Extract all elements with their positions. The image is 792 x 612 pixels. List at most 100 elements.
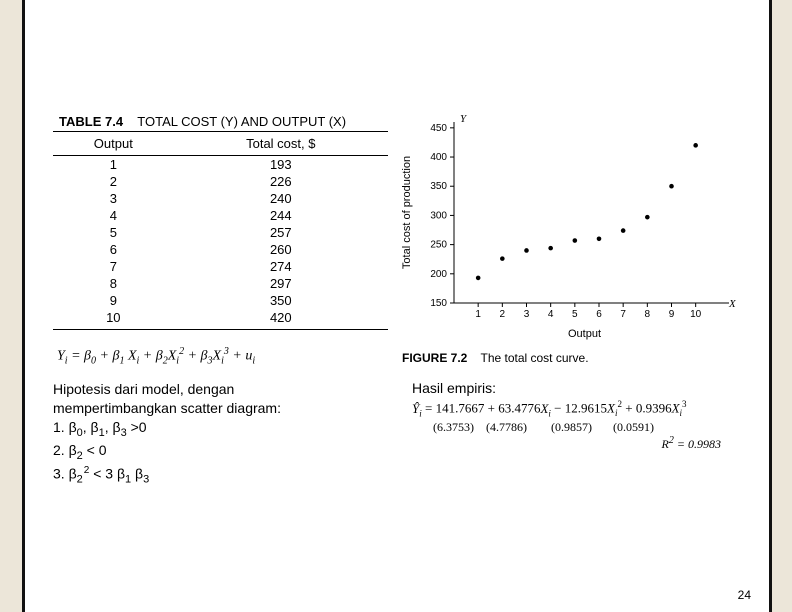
h3-mid: < 3 β — [89, 465, 125, 481]
svg-text:450: 450 — [430, 123, 447, 134]
table-number: TABLE 7.4 — [59, 114, 123, 129]
h3-s2: 2 — [77, 473, 83, 485]
table-caption: TABLE 7.4 TOTAL COST (Y) AND OUTPUT (X) — [53, 110, 388, 132]
col-output: Output — [53, 132, 174, 156]
eq-x2-sup: 2 — [179, 346, 184, 357]
chart-panel: 15020025030035040045012345678910YXOutput… — [396, 110, 741, 366]
svg-text:8: 8 — [645, 309, 651, 320]
cell-output: 1 — [53, 156, 174, 174]
h3-end: β — [131, 465, 143, 481]
cell-output: 2 — [53, 173, 174, 190]
eq-x1-sub: i — [137, 355, 140, 366]
hyp-1: 1. β0, β1, β3 >0 — [53, 418, 372, 441]
table-row: 5257 — [53, 224, 388, 241]
svg-text:1: 1 — [475, 309, 481, 320]
svg-text:2: 2 — [500, 309, 506, 320]
svg-text:6: 6 — [596, 309, 602, 320]
eq-x2-sub: i — [176, 355, 179, 366]
table-row: 2226 — [53, 173, 388, 190]
eq-x2: X — [168, 349, 177, 364]
svg-text:5: 5 — [572, 309, 578, 320]
cell-cost: 257 — [174, 224, 388, 241]
cell-output: 8 — [53, 275, 174, 292]
h1-c2: , β — [105, 419, 121, 435]
svg-text:Output: Output — [568, 328, 601, 340]
cell-cost: 274 — [174, 258, 388, 275]
col-cost: Total cost, $ — [174, 132, 388, 156]
table-row: 3240 — [53, 190, 388, 207]
h1-pre: 1. β — [53, 419, 77, 435]
data-table: Output Total cost, $ 1193222632404244525… — [53, 132, 388, 330]
model-equation: Yi = β0 + β1 Xi + β2Xi2 + β3Xi3 + ui — [53, 330, 388, 366]
svg-text:10: 10 — [690, 309, 702, 320]
hyp-2: 2. β2 < 0 — [53, 441, 372, 464]
eq-err-sub: i — [252, 355, 255, 366]
cell-cost: 350 — [174, 292, 388, 309]
h3-s3: 3 — [143, 473, 149, 485]
r2-val: 0.9983 — [688, 437, 721, 451]
regression-equation: Ŷi = 141.7667 + 63.4776Xi − 12.9615Xi2 +… — [412, 398, 741, 420]
scatter-chart: 15020025030035040045012345678910YXOutput… — [396, 110, 741, 345]
page-number: 24 — [738, 588, 751, 602]
table-row: 6260 — [53, 241, 388, 258]
table-row: 1193 — [53, 156, 388, 174]
table-row: 4244 — [53, 207, 388, 224]
se1: (4.7786) — [486, 420, 527, 434]
svg-text:150: 150 — [430, 298, 447, 309]
figure-number: FIGURE 7.2 — [402, 351, 467, 365]
r2-label: R — [662, 437, 669, 451]
se3: (0.0591) — [613, 420, 654, 434]
figure-caption: FIGURE 7.2 The total cost curve. — [396, 345, 741, 365]
hyp-3: 3. β22 < 3 β1 β3 — [53, 464, 372, 487]
cell-output: 3 — [53, 190, 174, 207]
cell-cost: 420 — [174, 309, 388, 330]
cell-output: 6 — [53, 241, 174, 258]
cell-cost: 240 — [174, 190, 388, 207]
cell-output: 9 — [53, 292, 174, 309]
cell-cost: 226 — [174, 173, 388, 190]
table-row: 10420 — [53, 309, 388, 330]
c1: 63.4776 — [498, 401, 540, 416]
page-frame: TABLE 7.4 TOTAL COST (Y) AND OUTPUT (X) … — [22, 0, 772, 612]
hyp-title-1: Hipotesis dari model, dengan — [53, 380, 372, 399]
table-row: 9350 — [53, 292, 388, 309]
eq-lhs: Y — [57, 349, 65, 364]
h1-text: >0 — [127, 419, 147, 435]
cell-cost: 244 — [174, 207, 388, 224]
h3-pre: 3. β — [53, 465, 77, 481]
svg-text:300: 300 — [430, 210, 447, 221]
cell-output: 5 — [53, 224, 174, 241]
eq-b0: β — [84, 349, 91, 364]
svg-text:X: X — [728, 298, 737, 310]
h2-text: < 0 — [83, 442, 107, 458]
c0: 141.7667 — [436, 401, 485, 416]
se2: (0.9857) — [551, 420, 592, 434]
svg-text:200: 200 — [430, 269, 447, 280]
r-squared: R2 = 0.9983 — [412, 435, 741, 452]
eq-x3-sub: i — [221, 355, 224, 366]
eq-x1: X — [128, 349, 137, 364]
eq-x3: X — [213, 349, 222, 364]
c3: 0.9396 — [636, 401, 672, 416]
svg-text:3: 3 — [524, 309, 530, 320]
hasil-title: Hasil empiris: — [412, 380, 741, 396]
standard-errors: (6.3753) (4.7786) (0.9857) (0.0591) — [412, 420, 741, 435]
table-body: 11932226324042445257626072748 2 9 7 93501042… — [53, 156, 388, 330]
h2-pre: 2. β — [53, 442, 77, 458]
below-row: Hipotesis dari model, dengan mempertimba… — [25, 366, 769, 486]
svg-text:350: 350 — [430, 181, 447, 192]
table-title: TOTAL COST (Y) AND OUTPUT (X) — [137, 114, 346, 129]
eq-b1-sub: 1 — [119, 355, 124, 366]
hypothesis-block: Hipotesis dari model, dengan mempertimba… — [53, 380, 372, 486]
eq-b2: β — [156, 349, 163, 364]
svg-text:250: 250 — [430, 240, 447, 251]
eq-b0-sub: 0 — [91, 355, 96, 366]
hyp-title-2: mempertimbangkan scatter diagram: — [53, 399, 372, 418]
svg-text:Total cost of production: Total cost of production — [401, 156, 413, 269]
eq-b3: β — [201, 349, 208, 364]
cell-cost: 193 — [174, 156, 388, 174]
table-row: 7274 — [53, 258, 388, 275]
cell-output: 7 — [53, 258, 174, 275]
svg-text:4: 4 — [548, 309, 554, 320]
svg-text:7: 7 — [620, 309, 626, 320]
